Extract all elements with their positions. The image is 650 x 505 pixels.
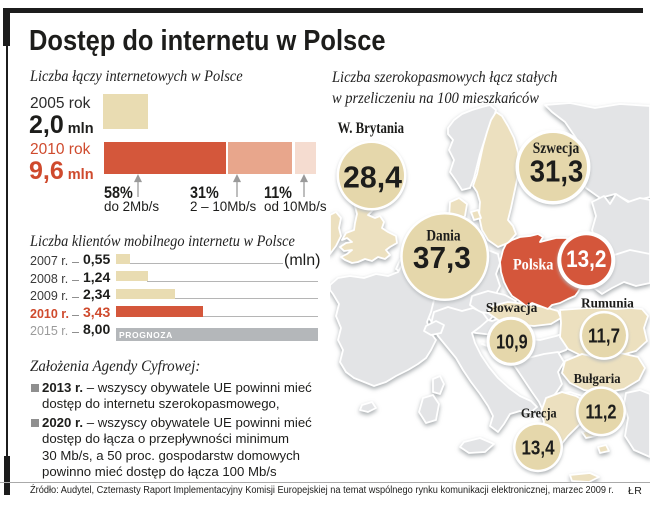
svg-text:10,9: 10,9 [496,332,528,354]
svg-text:37,3: 37,3 [413,240,471,275]
svg-text:28,4: 28,4 [343,160,403,195]
svg-text:11,2: 11,2 [586,402,617,424]
svg-text:Dania: Dania [426,228,460,245]
svg-text:13,2: 13,2 [566,246,606,273]
svg-text:W. Brytania: W. Brytania [338,120,404,137]
svg-text:31,3: 31,3 [530,154,584,189]
svg-text:Szwecja: Szwecja [533,140,580,157]
svg-text:Grecja: Grecja [521,407,557,422]
svg-text:13,4: 13,4 [522,438,556,460]
svg-text:Bułgaria: Bułgaria [574,372,621,387]
svg-text:11,7: 11,7 [588,326,620,348]
svg-text:Rumunia: Rumunia [581,297,634,312]
svg-text:Słowacja: Słowacja [486,301,537,316]
svg-text:Polska: Polska [513,257,554,274]
